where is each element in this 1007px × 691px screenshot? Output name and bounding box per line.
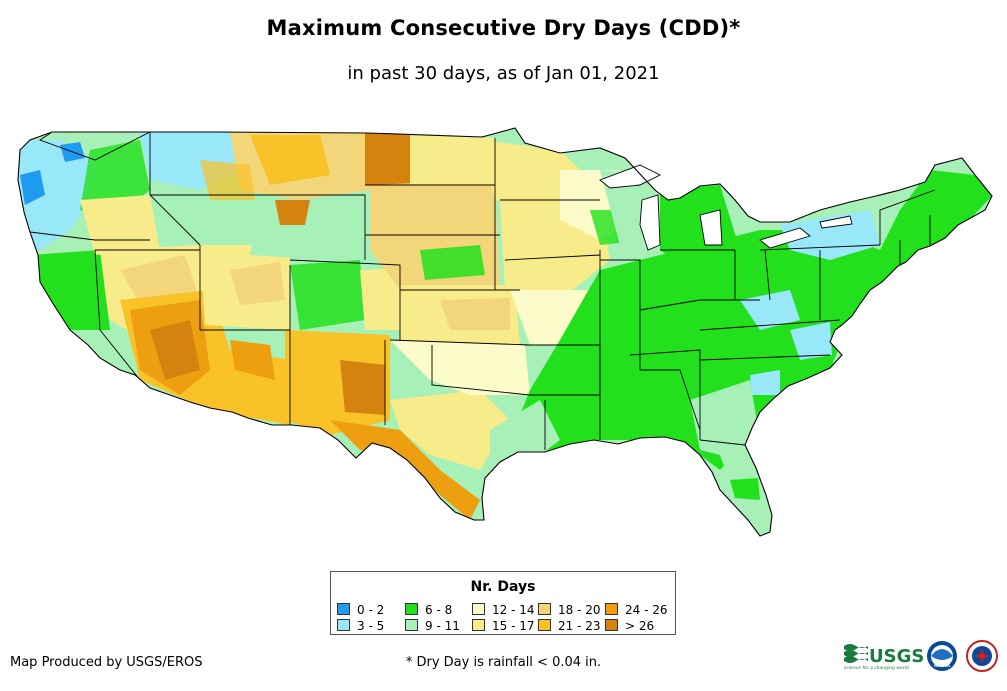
- legend-item: > 26: [605, 619, 654, 632]
- legend-swatch: [405, 603, 418, 615]
- legend-swatch: [538, 603, 551, 615]
- legend-swatch: [538, 619, 551, 631]
- legend-item: 6 - 8: [405, 603, 452, 616]
- map-credit: Map Produced by USGS/EROS: [10, 655, 203, 670]
- legend-swatch: [472, 619, 485, 631]
- legend-swatch: [605, 619, 618, 631]
- legend-swatch: [472, 603, 485, 615]
- svg-text:NOAA: NOAA: [934, 663, 950, 669]
- legend-swatch: [405, 619, 418, 631]
- legend-item: 15 - 17: [472, 619, 535, 632]
- legend-item: 0 - 2: [337, 603, 384, 616]
- legend-title: Nr. Days: [470, 579, 536, 595]
- legend-item: 18 - 20: [538, 603, 601, 616]
- legend-item: 24 - 26: [605, 603, 668, 616]
- legend-item: 9 - 11: [405, 619, 460, 632]
- legend-swatch: [337, 619, 350, 631]
- map-title: Maximum Consecutive Dry Days (CDD)*: [266, 16, 741, 40]
- legend-swatch: [605, 603, 618, 615]
- svg-text:science for a changing world: science for a changing world: [844, 665, 909, 671]
- legend: Nr. Days 0 - 2 3 - 5 6 - 8 9 - 11 12 - 1…: [330, 571, 676, 635]
- noaa-logo: NOAA: [927, 641, 957, 671]
- agency-logos: USGS science for a changing world NOAA: [844, 640, 998, 672]
- footnote: * Dry Day is rainfall < 0.04 in.: [405, 655, 602, 670]
- legend-swatch: [337, 603, 350, 615]
- legend-item: 3 - 5: [337, 619, 384, 632]
- nws-logo: [966, 640, 998, 672]
- map-subtitle: in past 30 days, as of Jan 01, 2021: [347, 63, 660, 84]
- svg-text:USGS: USGS: [869, 646, 924, 667]
- usgs-logo: USGS science for a changing world: [844, 644, 924, 671]
- legend-item: 12 - 14: [472, 603, 535, 616]
- cdd-map: [17, 127, 993, 537]
- legend-item: 21 - 23: [538, 619, 601, 632]
